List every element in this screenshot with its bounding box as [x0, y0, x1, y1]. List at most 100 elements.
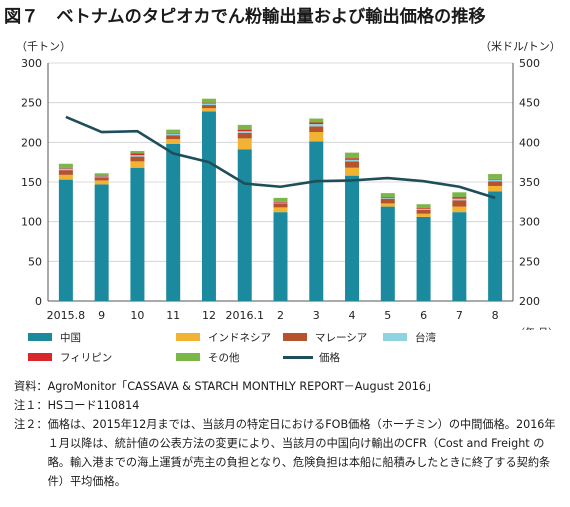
bar-segment	[94, 180, 109, 185]
bar-segment	[345, 152, 360, 159]
bar-segment	[273, 202, 288, 204]
bar-segment	[416, 209, 431, 214]
bar-segment	[94, 184, 109, 301]
bar-segment	[416, 216, 431, 301]
x-tick-label: 3	[313, 309, 320, 322]
legend-label: インドネシア	[208, 331, 271, 344]
bar-segment	[380, 206, 395, 301]
bar-segment	[452, 212, 467, 301]
bar-segment	[273, 203, 288, 208]
x-tick-label: 2	[277, 309, 284, 322]
note-label: 注２：	[14, 418, 48, 431]
bar-segment	[237, 131, 252, 133]
notes-section: 資料： AgroMonitor「CASSAVA & STARCH MONTHLY …	[14, 377, 566, 491]
legend-swatch	[383, 333, 407, 341]
bar-segment	[345, 167, 360, 176]
bar-segment	[488, 191, 503, 301]
bar-segment	[166, 143, 181, 301]
bar-segment	[94, 175, 109, 177]
legend-label: マレーシア	[315, 331, 368, 344]
legend-item: 中国	[28, 329, 81, 345]
bar-segment	[416, 208, 431, 210]
bar-segment	[488, 178, 503, 180]
bar-segment	[237, 124, 252, 130]
price-line	[65, 115, 496, 200]
bar-segment	[345, 158, 360, 160]
note-label: 資料：	[14, 380, 48, 393]
x-tick-label: 2016.1	[225, 309, 264, 322]
right-axis-unit: （米ドル/トン）	[480, 40, 561, 53]
note-label: 注１：	[14, 399, 48, 412]
bar-segment	[130, 153, 145, 156]
bar-segment	[488, 185, 503, 192]
legend-item: 台湾	[383, 329, 436, 345]
bar-segment	[201, 98, 216, 103]
bar-segment	[452, 200, 467, 207]
bar-segment	[130, 156, 145, 162]
legend-item: マレーシア	[283, 329, 367, 345]
bar-segment	[166, 129, 181, 133]
bar-segment	[237, 149, 252, 301]
legend-swatch	[176, 333, 200, 341]
x-tick-label: 5	[384, 309, 391, 322]
right-tick-label: 500	[519, 57, 540, 70]
left-tick-label: 50	[28, 255, 42, 268]
legend-label: フィリピン	[60, 351, 113, 364]
bar-segment	[273, 201, 288, 203]
bar-segment	[416, 204, 431, 209]
bar-segment	[166, 133, 181, 136]
bar-segment	[309, 132, 324, 142]
x-tick-label: 6	[420, 309, 427, 322]
bar-segment	[380, 198, 395, 204]
legend-line-marker	[283, 355, 313, 359]
bar-segment	[452, 206, 467, 213]
bar-segment	[58, 167, 73, 169]
legend-item: フィリピン	[28, 349, 112, 365]
x-tick-label: 7	[456, 309, 463, 322]
bar-segment	[201, 105, 216, 109]
right-tick-label: 250	[519, 255, 540, 268]
bar-segment	[201, 102, 216, 104]
legend-item: 価格	[283, 349, 340, 365]
right-tick-label: 400	[519, 136, 540, 149]
bar-segment	[345, 161, 360, 168]
right-tick-label: 350	[519, 176, 540, 189]
bar-segment	[94, 177, 109, 181]
bar-segment	[488, 174, 503, 179]
left-tick-label: 0	[35, 295, 42, 308]
bar-segment	[309, 122, 324, 125]
bar-segment	[166, 139, 181, 144]
bar-segment	[452, 197, 467, 199]
left-tick-label: 150	[21, 176, 42, 189]
note-row: 注１： HSコード110814	[14, 396, 566, 415]
legend-swatch	[28, 333, 52, 341]
note-row: 注２： 価格は、2015年12月までは、当該月の特定日におけるFOB価格（ホーチミ…	[14, 415, 566, 491]
legend-label: 価格	[319, 351, 340, 364]
bar-segment	[94, 176, 109, 178]
figure-title-text: ベトナムのタピオカでん粉輸出量および輸出価格の推移	[56, 7, 486, 27]
legend-label: その他	[208, 351, 240, 364]
bar-segment	[309, 124, 324, 127]
legend-label: 中国	[60, 331, 81, 344]
bar-segment	[380, 203, 395, 207]
x-axis-unit: （年.月）	[515, 326, 558, 330]
x-tick-label: 10	[130, 309, 144, 322]
right-tick-label: 300	[519, 216, 540, 229]
bar-segment	[309, 126, 324, 133]
bar-segment	[345, 175, 360, 301]
left-axis-unit: （千トン）	[16, 40, 71, 53]
bar-segment	[452, 198, 467, 201]
bar-segment	[309, 118, 324, 123]
right-tick-label: 200	[519, 295, 540, 308]
chart-svg: 0 50 100 150 200 250 300 200 250 300 350 400 450 500 2…	[21, 57, 558, 330]
bar-segment	[94, 173, 109, 176]
legend-swatch	[28, 353, 52, 361]
right-tick-label: 450	[519, 97, 540, 110]
left-tick-label: 300	[21, 57, 42, 70]
legend-item: その他	[176, 349, 240, 365]
bar-segment	[58, 170, 73, 175]
note-row: 資料： AgroMonitor「CASSAVA & STARCH MONTHLY …	[14, 377, 566, 396]
bar-segment	[345, 159, 360, 162]
legend-swatch	[283, 333, 307, 341]
bar-segment	[237, 132, 252, 139]
